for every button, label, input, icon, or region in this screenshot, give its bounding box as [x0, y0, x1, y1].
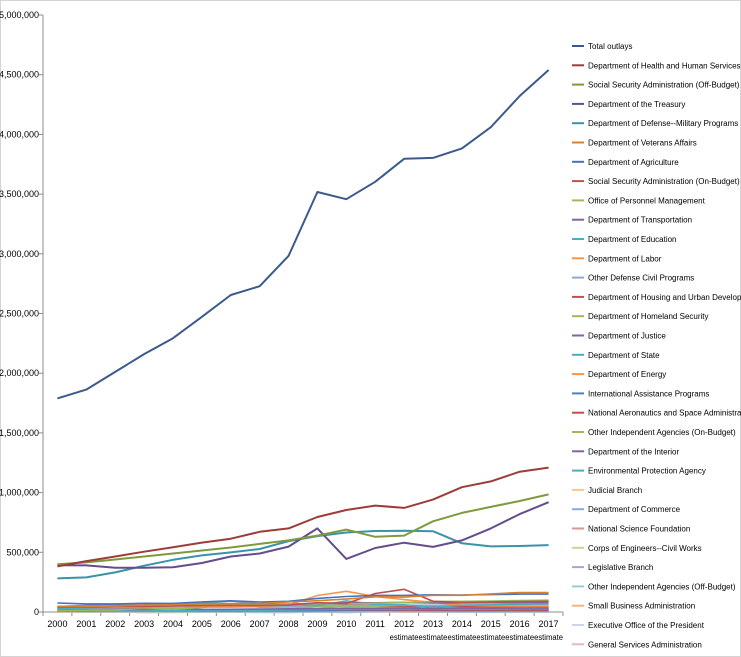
x-tick-label: 2002: [105, 619, 125, 629]
y-tick-label: 3,000,000: [0, 249, 39, 259]
y-tick-label: 1,500,000: [0, 428, 39, 438]
legend-label: Total outlays: [588, 42, 632, 51]
x-tick-label: 2003: [134, 619, 154, 629]
series-line: [57, 69, 550, 400]
x-tick-sublabel: estimate: [534, 633, 563, 642]
x-tick-label: 2000: [47, 619, 67, 629]
legend-label: Department of Health and Human Services: [588, 61, 741, 70]
legend-label: Department of the Treasury: [588, 100, 685, 109]
x-tick-label: 2015: [481, 619, 501, 629]
x-tick-label: 2004: [163, 619, 183, 629]
x-tick-label: 2012: [394, 619, 414, 629]
y-tick-label: 5,000,000: [0, 10, 39, 20]
x-tick-sublabel: estimate: [505, 633, 534, 642]
x-tick-label: 2005: [192, 619, 212, 629]
y-tick-label: 2,000,000: [0, 368, 39, 378]
x-tick-sublabel: estimate: [419, 633, 448, 642]
y-tick-label: 0: [34, 607, 39, 617]
x-tick-label: 2011: [366, 619, 385, 629]
legend-label: Department of Transportation: [588, 216, 692, 225]
x-tick-label: 2007: [250, 619, 270, 629]
legend-label: Department of Homeland Security: [588, 312, 709, 321]
x-tick-sublabel: estimate: [447, 633, 476, 642]
x-tick-label: 2016: [510, 619, 530, 629]
x-tick-label: 2009: [307, 619, 327, 629]
legend-label: Small Business Administration: [588, 602, 695, 611]
legend-label: International Assistance Programs: [588, 389, 709, 398]
legend-label: Department of Defense--Military Programs: [588, 119, 738, 128]
legend-label: National Science Foundation: [588, 525, 690, 534]
legend-label: Department of Energy: [588, 370, 666, 379]
series-line: [57, 493, 549, 566]
legend-label: Department of Labor: [588, 254, 662, 263]
x-tick-label: 2013: [423, 619, 443, 629]
legend-label: Judicial Branch: [588, 486, 642, 495]
legend-label: Legislative Branch: [588, 563, 653, 572]
legend-label: Department of Justice: [588, 332, 666, 341]
y-tick-label: 4,000,000: [0, 129, 39, 139]
x-tick-label: 2001: [76, 619, 96, 629]
legend-label: Other Independent Agencies (On-Budget): [588, 428, 736, 437]
legend-label: Department of Agriculture: [588, 158, 679, 167]
series-line: [57, 591, 549, 608]
legend-label: Social Security Administration (Off-Budg…: [588, 81, 740, 90]
legend-label: National Aeronautics and Space Administr…: [588, 409, 741, 418]
y-tick-label: 3,500,000: [0, 189, 39, 199]
legend-label: General Services Administration: [588, 640, 702, 649]
y-axis: 0 500,000 1,000,000 1,500,000 2,000,000 2,500…: [0, 10, 44, 617]
legend-label: Corps of Engineers--Civil Works: [588, 544, 702, 553]
y-tick-label: 2,500,000: [0, 309, 39, 319]
legend-label: Department of Veterans Affairs: [588, 139, 697, 148]
legend-label: Other Defense Civil Programs: [588, 274, 694, 283]
legend-label: Other Independent Agencies (Off-Budget): [588, 582, 736, 591]
legend-label: Department of Commerce: [588, 505, 681, 514]
series-line: [57, 588, 549, 609]
x-tick-sublabel: estimate: [476, 633, 505, 642]
legend-label: Social Security Administration (On-Budge…: [588, 177, 740, 186]
x-tick-label: 2017: [539, 619, 559, 629]
legend-label: Environmental Protection Agency: [588, 467, 706, 476]
x-tick-label: 2010: [336, 619, 356, 629]
legend-label: Department of Education: [588, 235, 677, 244]
legend-label: Department of Housing and Urban Developm…: [588, 293, 741, 302]
series-layer: [57, 69, 550, 614]
y-tick-label: 1,000,000: [0, 488, 39, 498]
series-line: [57, 466, 549, 568]
legend-label: Executive Office of the President: [588, 621, 705, 630]
x-tick-sublabel: estimate: [390, 633, 419, 642]
legend-label: Department of State: [588, 351, 660, 360]
y-tick-label: 500,000: [6, 547, 39, 557]
series-line: [57, 607, 549, 611]
legend: Total outlays Department of Health and Hu…: [572, 42, 741, 649]
x-tick-label: 2014: [452, 619, 472, 629]
x-tick-label: 2006: [221, 619, 241, 629]
x-tick-label: 2008: [279, 619, 299, 629]
legend-label: Office of Personnel Management: [588, 196, 706, 205]
legend-label: Department of the Interior: [588, 447, 679, 456]
y-tick-label: 4,500,000: [0, 70, 39, 80]
